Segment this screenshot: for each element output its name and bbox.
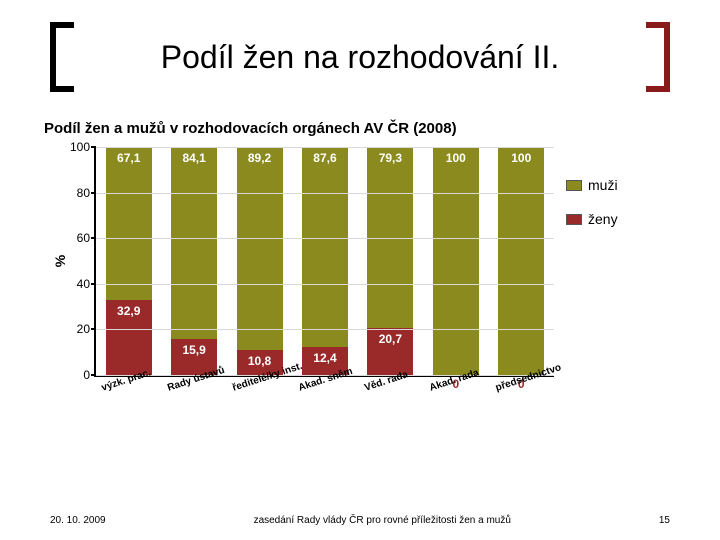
bar-value-men: 67,1	[106, 151, 152, 165]
gridline	[96, 238, 554, 239]
y-axis-label: %	[52, 255, 68, 267]
bar-value-men: 89,2	[237, 151, 283, 165]
plot-area: % 67,132,984,115,989,210,887,612,479,320…	[94, 147, 554, 377]
bar-segment-men	[302, 147, 348, 347]
ytick-mark	[91, 237, 96, 239]
bar-value-men: 87,6	[302, 151, 348, 165]
footer-caption: zasedání Rady vlády ČR pro rovné příleži…	[106, 515, 659, 526]
bar-segment-men	[498, 147, 544, 375]
bar-column: 87,6 12,4	[302, 147, 348, 375]
bar-column: 67,1 32,9	[106, 147, 152, 375]
legend-label-men: muži	[588, 177, 618, 193]
title-bar: Podíl žen na rozhodování II.	[50, 22, 670, 92]
bar-value-men: 79,3	[367, 151, 413, 165]
chart: Podíl žen a mužů v rozhodovacích orgánec…	[44, 120, 676, 427]
bar-column: 84,1 15,9	[171, 147, 217, 375]
ytick-mark	[91, 374, 96, 376]
footer-page: 15	[659, 515, 670, 526]
gridline	[96, 147, 554, 148]
slide: Podíl žen na rozhodování II. Podíl žen a…	[0, 0, 720, 540]
legend: muži ženy	[566, 177, 676, 245]
footer-date: 20. 10. 2009	[50, 515, 106, 526]
bar-value-women: 10,8	[237, 354, 283, 368]
bar-column: 1000	[433, 147, 479, 375]
gridline	[96, 284, 554, 285]
gridline	[96, 193, 554, 194]
bracket-left-icon	[50, 22, 68, 92]
bar-column: 1000	[498, 147, 544, 375]
slide-title: Podíl žen na rozhodování II.	[68, 39, 652, 76]
legend-label-women: ženy	[588, 211, 618, 227]
bar-value-women: 20,7	[367, 332, 413, 346]
bar-value-men: 100	[498, 151, 544, 165]
ytick-mark	[91, 192, 96, 194]
footer: 20. 10. 2009 zasedání Rady vlády ČR pro …	[0, 515, 720, 526]
gridline	[96, 329, 554, 330]
bar-column: 89,2 10,8	[237, 147, 283, 375]
bar-value-men: 84,1	[171, 151, 217, 165]
bar-value-women: 32,9	[106, 304, 152, 318]
bar-segment-men	[237, 147, 283, 350]
bar-column: 79,3 20,7	[367, 147, 413, 375]
bar-segment-men	[171, 147, 217, 339]
bar-value-men: 100	[433, 151, 479, 165]
ytick-mark	[91, 328, 96, 330]
bar-segment-men	[433, 147, 479, 375]
legend-swatch-men	[566, 180, 582, 191]
bar-value-women: 15,9	[171, 343, 217, 357]
ytick-mark	[91, 146, 96, 148]
chart-box: % 67,1 32,9 84,1 15,9 89,2 10,8 87,6 12,4 79,3 20…	[44, 147, 676, 427]
legend-item-men: muži	[566, 177, 676, 193]
legend-item-women: ženy	[566, 211, 676, 227]
bracket-right-icon	[652, 22, 670, 92]
ytick-mark	[91, 283, 96, 285]
x-ticks: výzk. prac.Rady ústavůředitelé/ky inst.A…	[94, 382, 554, 393]
chart-title: Podíl žen a mužů v rozhodovacích orgánec…	[44, 120, 676, 137]
legend-swatch-women	[566, 214, 582, 225]
bar-value-women: 12,4	[302, 351, 348, 365]
bar-segment-men	[106, 147, 152, 300]
bars-group: 67,1 32,9 84,1 15,9 89,2 10,8 87,6 12,4 79,3 20,7…	[96, 147, 554, 375]
